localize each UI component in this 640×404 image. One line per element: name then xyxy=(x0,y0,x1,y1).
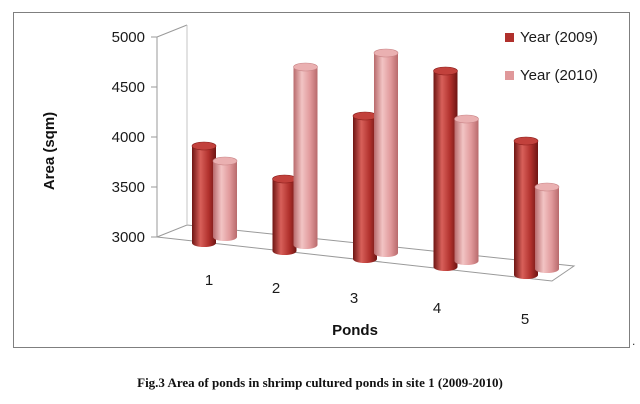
y-tick-label: 4000 xyxy=(112,129,145,146)
legend-item-2009: Year (2009) xyxy=(505,29,598,46)
x-axis: 1 2 3 4 5 xyxy=(205,272,529,328)
x-tick-label-pond-2: 2 xyxy=(272,280,280,297)
y-tick-label: 5000 xyxy=(112,29,145,46)
bars xyxy=(191,48,560,279)
bar-2009-pond-5 xyxy=(513,136,539,279)
bar-2010-pond-1 xyxy=(212,156,238,241)
chart-frame: 3000 3500 4000 4500 5000 1 2 3 4 5 Area (sqm) Po… xyxy=(13,12,630,348)
y-tick-label: 3500 xyxy=(112,179,145,196)
bar-2009-pond-4 xyxy=(433,66,458,271)
y-tick-label: 3000 xyxy=(112,229,145,246)
legend: Year (2009) Year (2010) xyxy=(505,29,598,84)
x-tick-label-pond-5: 5 xyxy=(521,311,529,328)
legend-swatch xyxy=(505,71,514,80)
legend-swatch xyxy=(505,33,514,42)
trailing-mark: . xyxy=(632,334,636,348)
legend-item-2010: Year (2010) xyxy=(505,67,598,84)
bar-2010-pond-5 xyxy=(534,182,560,273)
y-axis-title: Area (sqm) xyxy=(41,112,58,190)
x-axis-title: Ponds xyxy=(332,322,378,339)
x-tick-label-pond-1: 1 xyxy=(205,272,213,289)
x-tick-label-pond-3: 3 xyxy=(350,290,358,307)
bar-2010-pond-4 xyxy=(454,114,479,265)
legend-label: Year (2009) xyxy=(520,29,598,46)
y-axis: 3000 3500 4000 4500 5000 xyxy=(112,24,188,246)
bar-chart: 3000 3500 4000 4500 5000 1 2 3 4 5 Area (sqm) Po… xyxy=(41,24,598,339)
bar-2009-pond-1 xyxy=(191,141,217,247)
legend-label: Year (2010) xyxy=(520,67,598,84)
bar-2010-pond-3 xyxy=(373,48,399,257)
figure-caption: Fig.3 Area of ponds in shrimp cultured p… xyxy=(137,375,503,390)
y-tick-label: 4500 xyxy=(112,79,145,96)
x-tick-label-pond-4: 4 xyxy=(433,300,441,317)
bar-2009-pond-3 xyxy=(352,111,378,263)
bar-2009-pond-2 xyxy=(272,174,297,255)
bar-2010-pond-2 xyxy=(293,62,318,249)
